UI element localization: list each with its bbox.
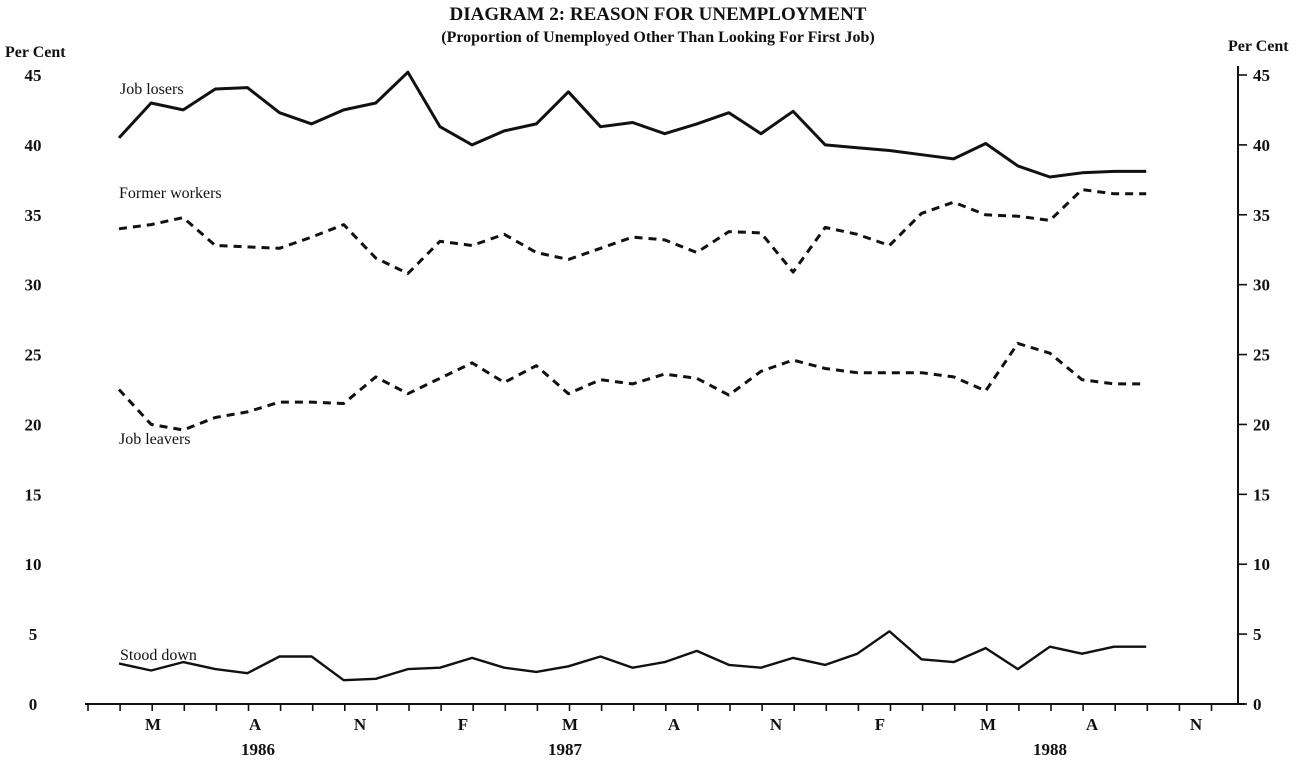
y-tick-label-right: 10 [1253, 555, 1270, 574]
y-tick-label-left: 20 [25, 415, 42, 434]
y-tick-label-right: 25 [1253, 346, 1270, 365]
x-month-label: A [668, 715, 681, 734]
x-month-label: N [1190, 715, 1203, 734]
y-axis-label-left: Per Cent [5, 44, 66, 61]
x-month-label: N [354, 715, 367, 734]
x-month-label: N [770, 715, 783, 734]
x-month-label: M [145, 715, 161, 734]
x-month-label: A [249, 715, 262, 734]
x-month-label: F [458, 715, 468, 734]
x-month-label: M [562, 715, 578, 734]
series-label-former-workers: Former workers [119, 185, 222, 202]
x-month-label: F [875, 715, 885, 734]
x-year-label: 1988 [1033, 740, 1067, 759]
x-ticks: M A N F M A N F M A N 1986 1987 1988 [87, 704, 1213, 759]
y-tick-label-left: 0 [29, 695, 38, 714]
y-tick-label-left: 10 [25, 555, 42, 574]
series-labels: Job losers Former workers Job leavers Stood… [119, 81, 222, 664]
y-tick-label-right: 5 [1253, 625, 1262, 644]
series-line-former-workers [118, 188, 1147, 275]
series-label-stood-down: Stood down [120, 647, 197, 664]
series-lines [117, 70, 1147, 682]
axes [85, 66, 1245, 705]
x-year-label: 1986 [241, 740, 275, 759]
y-tick-label-left: 25 [25, 346, 42, 365]
y-axis-label-right: Per Cent [1228, 38, 1289, 55]
y-tick-label-left: 15 [25, 485, 42, 504]
x-month-label: A [1086, 715, 1099, 734]
series-line-job-losers [117, 70, 1147, 179]
y-tick-label-left: 40 [25, 136, 42, 155]
y-tick-label-left: 5 [29, 625, 38, 644]
y-tick-label-right: 15 [1253, 485, 1270, 504]
x-month-label: M [980, 715, 996, 734]
y-ticks: 0 0 5 5 10 10 15 15 20 20 25 25 30 30 35 35 40 40 45 45 [25, 66, 1271, 714]
chart-title: DIAGRAM 2: REASON FOR UNEMPLOYMENT [450, 4, 867, 25]
y-tick-label-left: 35 [25, 206, 42, 225]
series-label-job-losers: Job losers [120, 81, 184, 98]
y-tick-label-right: 45 [1253, 66, 1270, 85]
series-label-job-leavers: Job leavers [119, 431, 191, 448]
y-tick-label-right: 20 [1253, 415, 1270, 434]
y-tick-label-right: 40 [1253, 136, 1270, 155]
y-tick-label-right: 30 [1253, 276, 1270, 295]
series-line-stood-down [118, 630, 1147, 682]
y-tick-label-left: 45 [25, 66, 42, 85]
y-tick-label-right: 0 [1253, 695, 1262, 714]
y-tick-label-right: 35 [1253, 206, 1270, 225]
y-tick-label-left: 30 [25, 276, 42, 295]
x-year-label: 1987 [548, 740, 583, 759]
chart-subtitle: (Proportion of Unemployed Other Than Loo… [441, 29, 875, 46]
series-line-job-leavers [117, 341, 1147, 432]
